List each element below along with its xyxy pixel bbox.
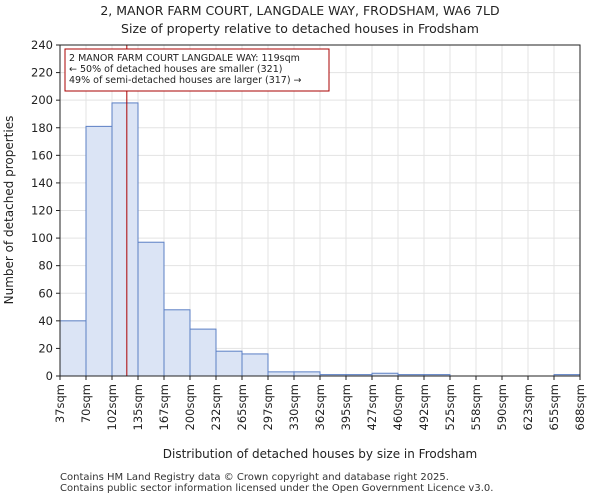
x-tick-label-623sqm: 623sqm xyxy=(521,384,535,430)
x-axis-label: Distribution of detached houses by size … xyxy=(163,447,477,461)
x-tick-label-265sqm: 265sqm xyxy=(235,384,249,430)
chart-title: 2, MANOR FARM COURT, LANGDALE WAY, FRODS… xyxy=(100,3,500,18)
x-tick-label-395sqm: 395sqm xyxy=(339,384,353,430)
y-tick-label-5: 100 xyxy=(31,231,53,245)
x-tick-label-460sqm: 460sqm xyxy=(391,384,405,430)
y-tick-label-3: 60 xyxy=(38,286,53,300)
bar-200sqm xyxy=(189,328,217,377)
bar-135sqm xyxy=(137,241,165,377)
y-tick-label-11: 220 xyxy=(31,66,53,80)
footer: Contains HM Land Registry data © Crown c… xyxy=(60,472,493,494)
bar-167sqm xyxy=(163,309,191,377)
grid-lines xyxy=(59,44,581,377)
y-axis: 0 20 40 60 80 100 120 140 160 180 200 220 240 xyxy=(31,38,60,383)
y-axis-label: Number of detached properties xyxy=(2,116,16,305)
bar-265sqm xyxy=(241,353,269,377)
x-tick-label-688sqm: 688sqm xyxy=(573,384,587,430)
x-tick-label-330sqm: 330sqm xyxy=(287,384,301,430)
annotation-line-1: 2 MANOR FARM COURT LANGDALE WAY: 119sqm xyxy=(69,53,300,64)
y-tick-label-4: 80 xyxy=(38,259,53,273)
chart-subtitle: Size of property relative to detached ho… xyxy=(121,21,479,36)
y-tick-label-0: 0 xyxy=(46,369,53,383)
x-tick-label-200sqm: 200sqm xyxy=(183,384,197,430)
footer-line-1: Contains HM Land Registry data © Crown c… xyxy=(60,472,449,483)
y-tick-label-7: 140 xyxy=(31,176,53,190)
marker-annotation: 2 MANOR FARM COURT LANGDALE WAY: 119sqm←… xyxy=(64,48,330,92)
footer-line-2: Contains public sector information licen… xyxy=(60,483,494,494)
bar-70sqm xyxy=(85,125,113,377)
x-tick-label-102sqm: 102sqm xyxy=(105,384,119,430)
y-tick-label-10: 200 xyxy=(31,93,53,107)
bar-297sqm xyxy=(267,371,295,377)
x-tick-label-427sqm: 427sqm xyxy=(365,384,379,430)
chart-title-block: 2, MANOR FARM COURT, LANGDALE WAY, FRODS… xyxy=(0,2,600,38)
x-tick-label-362sqm: 362sqm xyxy=(313,384,327,430)
x-tick-label-37sqm: 37sqm xyxy=(53,384,67,423)
annotation-line-3: 49% of semi-detached houses are larger (… xyxy=(69,75,302,86)
y-tick-label-1: 20 xyxy=(38,341,53,355)
y-tick-label-8: 160 xyxy=(31,148,53,162)
annotation-line-2: ← 50% of detached houses are smaller (32… xyxy=(69,64,282,75)
y-tick-label-9: 180 xyxy=(31,121,53,135)
x-tick-label-135sqm: 135sqm xyxy=(131,384,145,430)
y-tick-label-12: 240 xyxy=(31,38,53,52)
x-tick-label-525sqm: 525sqm xyxy=(443,384,457,430)
y-tick-label-2: 40 xyxy=(38,314,53,328)
annotation-box xyxy=(64,48,330,92)
x-tick-label-558sqm: 558sqm xyxy=(469,384,483,430)
bars xyxy=(59,102,581,377)
bar-330sqm xyxy=(293,371,321,377)
x-tick-label-590sqm: 590sqm xyxy=(495,384,509,430)
x-tick-label-70sqm: 70sqm xyxy=(79,384,93,423)
y-tick-label-6: 120 xyxy=(31,204,53,218)
x-tick-label-655sqm: 655sqm xyxy=(547,384,561,430)
x-tick-label-297sqm: 297sqm xyxy=(261,384,275,430)
x-tick-label-492sqm: 492sqm xyxy=(417,384,431,430)
x-tick-label-167sqm: 167sqm xyxy=(157,384,171,430)
x-tick-label-232sqm: 232sqm xyxy=(209,384,223,430)
bar-102sqm xyxy=(111,102,139,377)
bar-37sqm xyxy=(59,320,87,377)
bar-232sqm xyxy=(215,350,243,377)
x-axis: 37sqm 70sqm 102sqm 135sqm 167sqm 200sqm 232sqm… xyxy=(53,376,587,430)
histogram-chart: 0 20 40 60 80 100 120 140 160 180 200 220 240 37sqm 7… xyxy=(2,38,587,461)
